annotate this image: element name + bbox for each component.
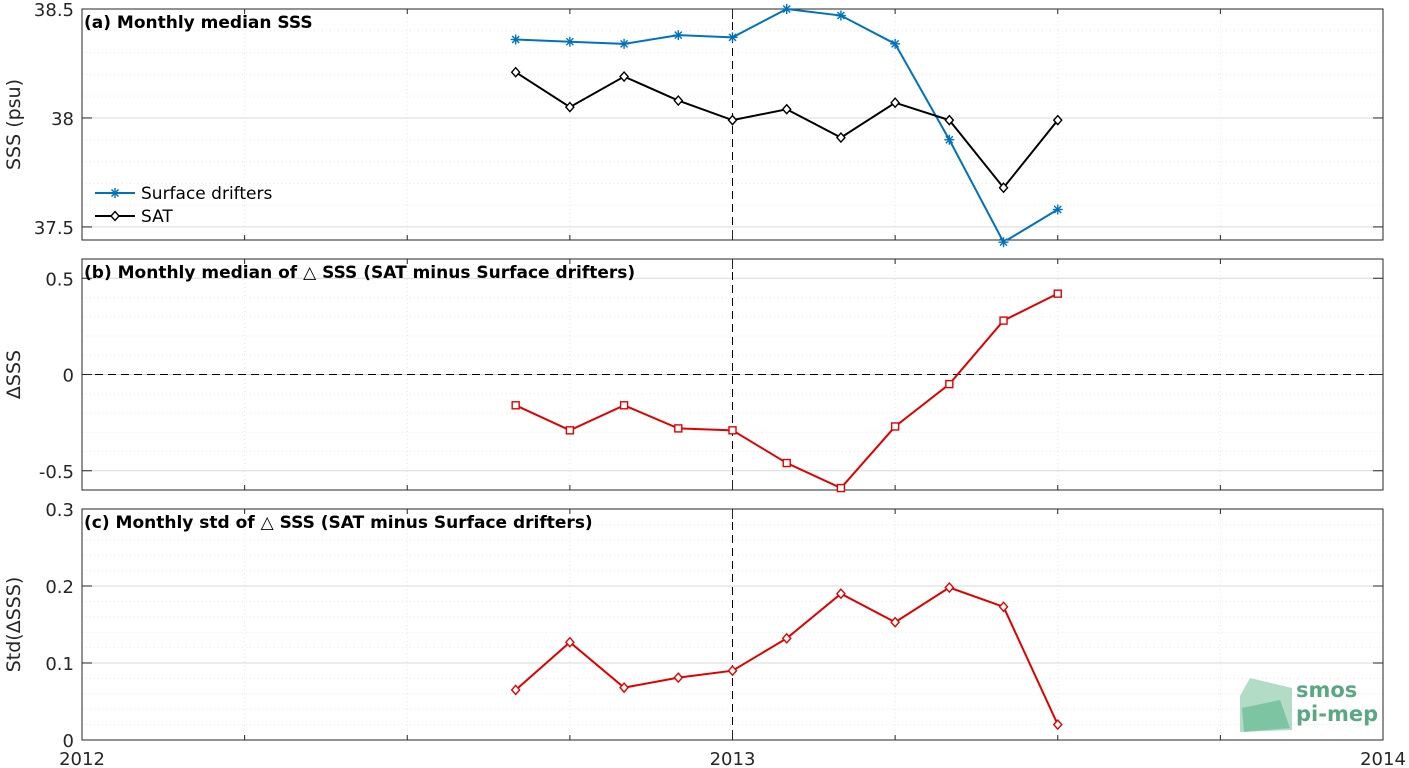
x-tick-label: 2013 bbox=[710, 749, 756, 768]
y-tick-label: 0 bbox=[63, 731, 74, 752]
data-point-asterisk bbox=[835, 10, 846, 21]
legend-marker-asterisk bbox=[110, 188, 120, 198]
series-line bbox=[515, 9, 1059, 240]
data-point-square bbox=[619, 401, 629, 410]
data-point-diamond bbox=[944, 114, 955, 126]
data-point-asterisk bbox=[564, 36, 575, 47]
data-point-diamond bbox=[510, 66, 521, 78]
data-point-diamond bbox=[998, 601, 1009, 613]
data-point-diamond bbox=[564, 636, 575, 648]
series-line bbox=[515, 71, 1059, 190]
y-tick-label: 0 bbox=[63, 366, 74, 387]
series-group bbox=[515, 586, 1059, 726]
legend-label: SAT bbox=[141, 207, 173, 227]
data-point-asterisk bbox=[890, 38, 901, 49]
data-point-diamond bbox=[781, 103, 792, 115]
data-point-diamond bbox=[564, 101, 575, 113]
logo-mark-icon bbox=[1242, 700, 1290, 732]
y-tick-label: 0.2 bbox=[45, 577, 74, 598]
data-point-square bbox=[890, 422, 900, 431]
data-point-asterisk bbox=[944, 134, 955, 145]
series-line bbox=[515, 586, 1059, 726]
data-point-square bbox=[999, 316, 1008, 325]
data-point-diamond bbox=[727, 665, 738, 677]
data-point-diamond bbox=[510, 684, 521, 696]
panel-title: (b) Monthly median of △ SSS (SAT minus S… bbox=[84, 263, 635, 283]
data-point-asterisk bbox=[781, 4, 792, 14]
data-point-square bbox=[728, 426, 737, 435]
data-point-square bbox=[836, 483, 846, 493]
data-point-square bbox=[945, 379, 954, 389]
x-tick-label: 2012 bbox=[59, 749, 105, 768]
data-point-diamond bbox=[673, 94, 684, 107]
y-axis-title: SSS (psu) bbox=[3, 79, 25, 170]
x-axis: 2012 2013 2014 bbox=[59, 749, 1406, 768]
data-point-square bbox=[782, 458, 791, 468]
data-point-diamond bbox=[727, 114, 738, 126]
data-point-diamond bbox=[890, 97, 901, 109]
data-point-diamond bbox=[781, 632, 792, 644]
data-point-diamond bbox=[673, 672, 684, 684]
data-point-asterisk bbox=[998, 237, 1009, 248]
data-point-asterisk bbox=[510, 34, 521, 45]
data-point-diamond bbox=[890, 616, 901, 628]
panel-a: 37.5 38 38.5 SSS (psu) (a) Monthly median SS… bbox=[3, 0, 1384, 248]
legend-marker-diamond bbox=[110, 210, 120, 222]
data-point-diamond bbox=[619, 682, 630, 694]
y-tick-label: 38 bbox=[51, 109, 74, 130]
logo-text-smos: smos bbox=[1296, 678, 1357, 702]
data-point-diamond bbox=[998, 182, 1009, 194]
data-point-square bbox=[674, 424, 683, 433]
data-point-diamond bbox=[619, 71, 630, 83]
y-tick-label: 0.1 bbox=[45, 654, 74, 675]
panel-title: (c) Monthly std of △ SSS (SAT minus Surf… bbox=[84, 513, 593, 533]
y-tick-label: -0.5 bbox=[39, 462, 74, 483]
data-point-square bbox=[511, 401, 520, 410]
y-tick-label: 0.3 bbox=[45, 500, 74, 521]
panel-b: -0.5 0 0.5 ΔSSS (b) Monthly median of △ SSS … bbox=[3, 258, 1384, 493]
y-tick-label: 37.5 bbox=[34, 218, 74, 239]
y-axis-title: ΔSSS bbox=[3, 350, 25, 399]
legend-label: Surface drifters bbox=[141, 184, 272, 204]
data-point-asterisk bbox=[619, 38, 630, 49]
y-axis-title: Std(ΔSSS) bbox=[3, 577, 25, 673]
data-point-diamond bbox=[1052, 719, 1063, 731]
data-point-diamond bbox=[944, 581, 955, 594]
data-point-diamond bbox=[835, 588, 846, 600]
x-tick-label: 2014 bbox=[1360, 749, 1406, 768]
y-tick-label: 38.5 bbox=[34, 0, 74, 21]
legend: Surface drifters SAT bbox=[95, 184, 272, 227]
y-tick-label: 0.5 bbox=[45, 269, 74, 290]
panel-c: 0 0.1 0.2 0.3 Std(ΔSSS) (c) Monthly std of △ … bbox=[3, 500, 1384, 752]
series-group bbox=[515, 9, 1059, 240]
data-point-asterisk bbox=[673, 30, 684, 41]
data-point-diamond bbox=[835, 132, 846, 144]
panel-title: (a) Monthly median SSS bbox=[84, 13, 313, 33]
data-point-square bbox=[565, 426, 575, 435]
logo-text-pimep: pi-mep bbox=[1296, 702, 1378, 726]
data-point-square bbox=[1053, 289, 1062, 298]
data-point-asterisk bbox=[1052, 204, 1063, 215]
data-point-diamond bbox=[1052, 114, 1063, 126]
data-point-asterisk bbox=[727, 32, 738, 43]
